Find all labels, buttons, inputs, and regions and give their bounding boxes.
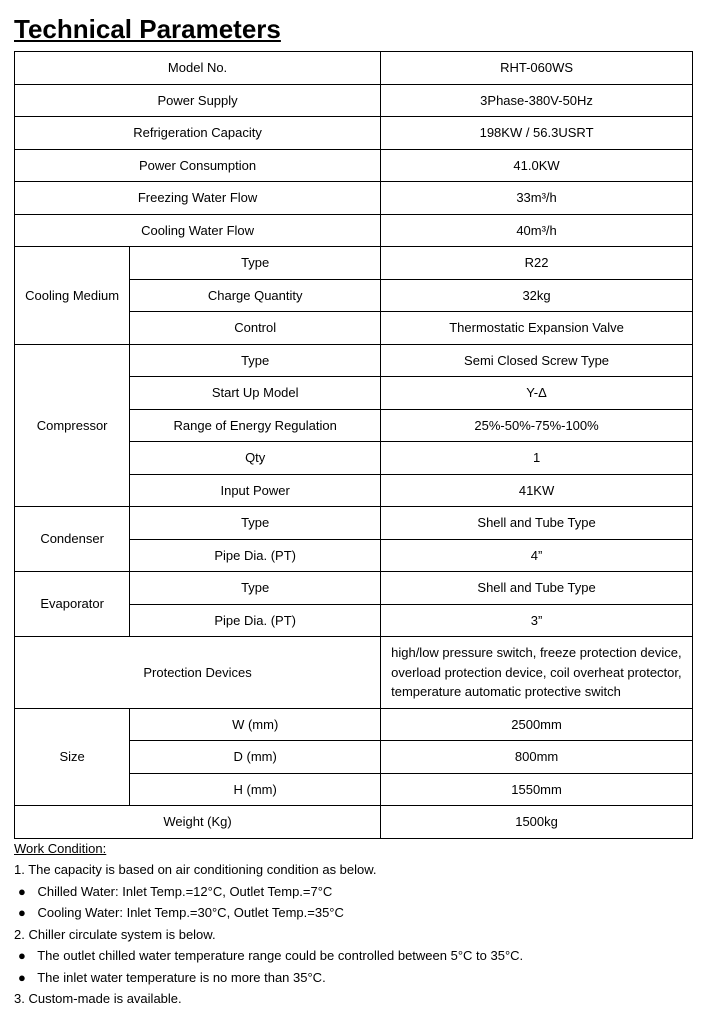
table-row: CompressorTypeSemi Closed Screw Type	[15, 344, 693, 377]
param-value: Semi Closed Screw Type	[381, 344, 693, 377]
param-label: H (mm)	[130, 773, 381, 806]
param-value: high/low pressure switch, freeze protect…	[381, 637, 693, 709]
param-label: Model No.	[15, 52, 381, 85]
param-label: Protection Devices	[15, 637, 381, 709]
table-row: SizeW (mm)2500mm	[15, 708, 693, 741]
work-condition-block: Work Condition: 1. The capacity is based…	[14, 839, 693, 1009]
group-label: Evaporator	[15, 572, 130, 637]
param-value: 41KW	[381, 474, 693, 507]
param-value: Y-Δ	[381, 377, 693, 410]
footer-numbered-line: 3. Custom-made is available.	[14, 989, 693, 1009]
group-label: Size	[15, 708, 130, 806]
footer-bullet-line: The inlet water temperature is no more t…	[14, 968, 693, 988]
footer-bullet-line: The outlet chilled water temperature ran…	[14, 946, 693, 966]
param-label: Qty	[130, 442, 381, 475]
param-label: Input Power	[130, 474, 381, 507]
param-label: Start Up Model	[130, 377, 381, 410]
param-label: Pipe Dia. (PT)	[130, 604, 381, 637]
footer-numbered-line: 2. Chiller circulate system is below.	[14, 925, 693, 945]
group-label: Cooling Medium	[15, 247, 130, 345]
param-label: Weight (Kg)	[15, 806, 381, 839]
param-value: 2500mm	[381, 708, 693, 741]
param-label: Control	[130, 312, 381, 345]
param-label: Range of Energy Regulation	[130, 409, 381, 442]
param-label: Type	[130, 507, 381, 540]
param-label: Power Consumption	[15, 149, 381, 182]
param-label: W (mm)	[130, 708, 381, 741]
param-label: Type	[130, 572, 381, 605]
param-value: 32kg	[381, 279, 693, 312]
param-label: D (mm)	[130, 741, 381, 774]
param-value: 41.0KW	[381, 149, 693, 182]
table-row: Power Supply3Phase-380V-50Hz	[15, 84, 693, 117]
page-title: Technical Parameters	[14, 14, 693, 45]
table-row: Weight (Kg)1500kg	[15, 806, 693, 839]
param-label: Type	[130, 344, 381, 377]
param-value: Thermostatic Expansion Valve	[381, 312, 693, 345]
param-label: Power Supply	[15, 84, 381, 117]
work-condition-heading: Work Condition:	[14, 839, 693, 859]
param-value: RHT-060WS	[381, 52, 693, 85]
table-row: CondenserTypeShell and Tube Type	[15, 507, 693, 540]
param-value: 198KW / 56.3USRT	[381, 117, 693, 150]
footer-bullet-line: Cooling Water: Inlet Temp.=30°C, Outlet …	[14, 903, 693, 923]
table-row: Model No.RHT-060WS	[15, 52, 693, 85]
param-label: Charge Quantity	[130, 279, 381, 312]
param-label: Type	[130, 247, 381, 280]
param-value: 1	[381, 442, 693, 475]
param-label: Refrigeration Capacity	[15, 117, 381, 150]
param-label: Freezing Water Flow	[15, 182, 381, 215]
table-row: Cooling MediumTypeR22	[15, 247, 693, 280]
param-value: 1500kg	[381, 806, 693, 839]
param-value: R22	[381, 247, 693, 280]
table-row: Cooling Water Flow40m³/h	[15, 214, 693, 247]
param-label: Pipe Dia. (PT)	[130, 539, 381, 572]
spec-table: Model No.RHT-060WSPower Supply3Phase-380…	[14, 51, 693, 839]
footer-bullet-line: Chilled Water: Inlet Temp.=12°C, Outlet …	[14, 882, 693, 902]
param-value: Shell and Tube Type	[381, 507, 693, 540]
param-value: Shell and Tube Type	[381, 572, 693, 605]
param-value: 33m³/h	[381, 182, 693, 215]
table-row: Protection Deviceshigh/low pressure swit…	[15, 637, 693, 709]
table-row: EvaporatorTypeShell and Tube Type	[15, 572, 693, 605]
param-value: 3Phase-380V-50Hz	[381, 84, 693, 117]
param-value: 800mm	[381, 741, 693, 774]
group-label: Condenser	[15, 507, 130, 572]
group-label: Compressor	[15, 344, 130, 507]
param-label: Cooling Water Flow	[15, 214, 381, 247]
param-value: 40m³/h	[381, 214, 693, 247]
param-value: 3”	[381, 604, 693, 637]
param-value: 25%-50%-75%-100%	[381, 409, 693, 442]
param-value: 1550mm	[381, 773, 693, 806]
param-value: 4”	[381, 539, 693, 572]
footer-numbered-line: 1. The capacity is based on air conditio…	[14, 860, 693, 880]
table-row: Refrigeration Capacity198KW / 56.3USRT	[15, 117, 693, 150]
table-row: Freezing Water Flow33m³/h	[15, 182, 693, 215]
table-row: Power Consumption41.0KW	[15, 149, 693, 182]
